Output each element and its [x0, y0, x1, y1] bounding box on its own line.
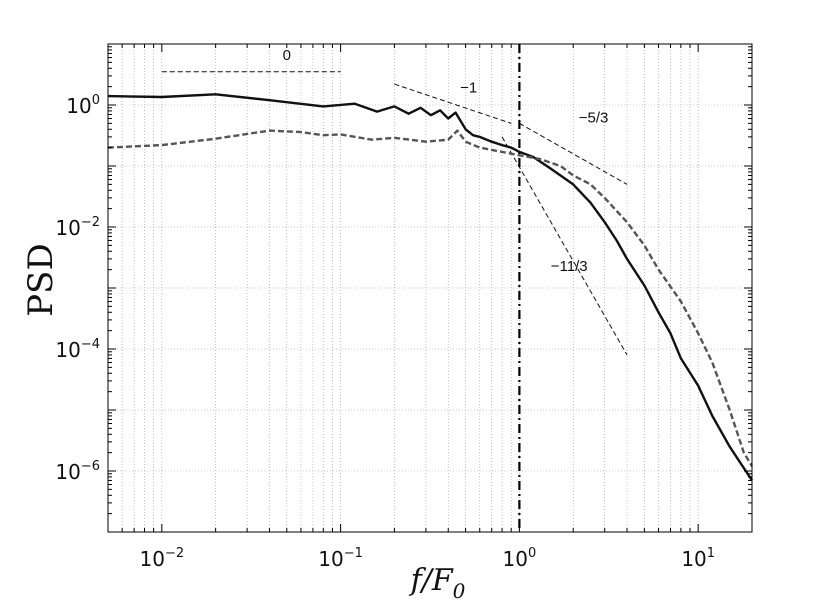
slope-label: −5/3 [579, 109, 609, 126]
slope-label: 0 [283, 47, 291, 64]
x-tick-base: 10 [503, 547, 528, 571]
x-tick-base: 10 [318, 547, 343, 571]
y-tick-base: 10 [55, 216, 80, 240]
x-tick-label: 101 [681, 546, 715, 571]
y-tick-label: 10−4 [55, 337, 100, 362]
x-axis-label-main: f/F [409, 563, 454, 598]
y-tick-exponent: −6 [81, 459, 100, 474]
x-axis-label-subscript: 0 [453, 579, 466, 603]
slope-guide-line [519, 122, 628, 185]
y-tick-base: 10 [55, 460, 80, 484]
slope-guide-line [394, 83, 512, 124]
tick-marks [107, 43, 753, 533]
y-tick-exponent: −4 [81, 337, 100, 352]
slope-guides [161, 71, 628, 356]
x-axis-label: f/F0 [409, 563, 466, 603]
series-solid-line [107, 93, 754, 482]
x-tick-label: 10−1 [318, 546, 363, 571]
x-tick-labels: 10−2 10−1 100 101 [140, 546, 716, 571]
series-layer [107, 93, 754, 482]
x-tick-exponent: 1 [707, 546, 715, 561]
x-tick-exponent: 0 [528, 546, 536, 561]
x-tick-label: 100 [503, 546, 537, 571]
y-tick-base: 10 [55, 338, 80, 362]
series-dashed-line [107, 129, 754, 467]
grid [107, 43, 753, 533]
y-tick-label: 10−2 [55, 215, 100, 240]
x-tick-exponent: −1 [344, 546, 363, 561]
slope-guide-line [501, 136, 628, 356]
x-tick-label: 10−2 [140, 546, 185, 571]
y-tick-base: 10 [66, 94, 91, 118]
y-tick-exponent: −2 [81, 215, 100, 230]
y-tick-label: 100 [66, 93, 100, 118]
slope-label: −1 [460, 80, 477, 97]
slope-labels: 0 −1 −5/3 −11/3 [283, 47, 609, 275]
y-tick-label: 10−6 [55, 459, 100, 484]
y-tick-exponent: 0 [92, 93, 100, 108]
y-axis-label: PSD [21, 243, 61, 316]
x-tick-base: 10 [681, 547, 706, 571]
x-tick-base: 10 [140, 547, 165, 571]
slope-label: −11/3 [551, 258, 588, 275]
x-tick-exponent: −2 [165, 546, 184, 561]
